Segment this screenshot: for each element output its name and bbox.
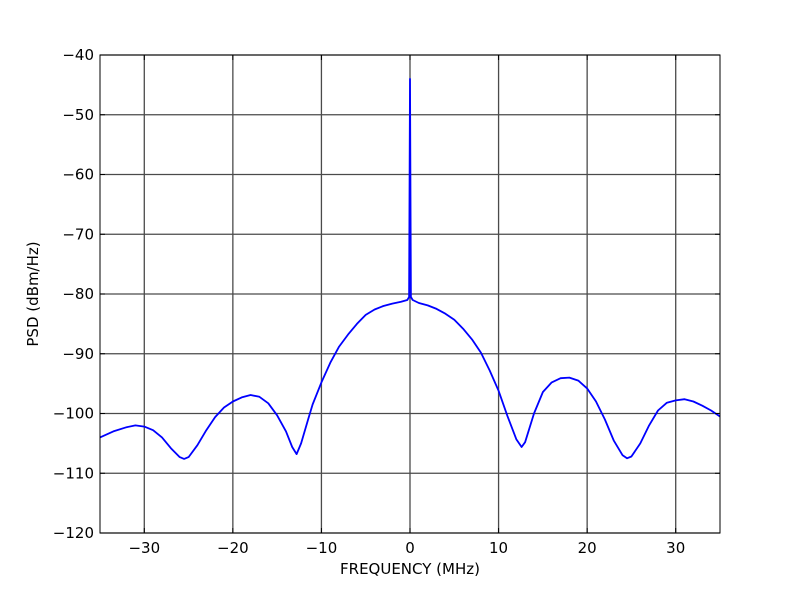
y-axis-label: PSD (dBm/Hz) [24, 241, 42, 346]
y-tick-label: −100 [53, 405, 94, 423]
x-tick-label: 30 [666, 539, 685, 557]
psd-series-line [99, 78, 721, 460]
x-tick-label: 20 [578, 539, 597, 557]
axis-ticks: −30 −20 −10 0 10 20 30−40−50−60−70−80−90−100−1… [53, 46, 720, 557]
y-tick-label: −120 [53, 524, 94, 542]
y-tick-label: −80 [62, 285, 94, 303]
y-tick-label: −40 [62, 46, 94, 64]
x-tick-label: −30 [128, 539, 160, 557]
x-tick-label: −10 [306, 539, 338, 557]
x-tick-label: 10 [489, 539, 508, 557]
x-axis-label: FREQUENCY (MHz) [340, 560, 480, 578]
y-tick-label: −60 [62, 166, 94, 184]
y-tick-label: −110 [53, 464, 94, 482]
series-layer [99, 78, 721, 460]
y-tick-label: −90 [62, 345, 94, 363]
y-tick-label: −70 [62, 225, 94, 243]
y-tick-label: −50 [62, 106, 94, 124]
x-tick-label: −20 [217, 539, 249, 557]
x-tick-label: 0 [405, 539, 415, 557]
